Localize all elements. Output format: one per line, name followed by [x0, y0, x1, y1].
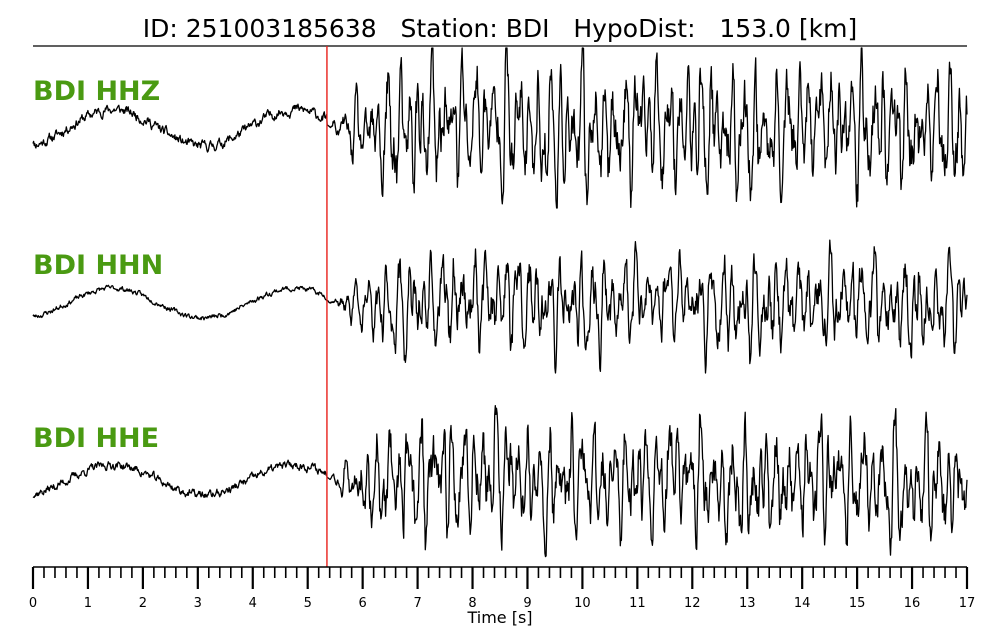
x-tick-label: 15: [849, 596, 866, 611]
x-tick-label: 7: [413, 596, 421, 611]
time-axis: 0 1 2 3 4 5 6 7 8 9 10 11 12 13 14 15 16 17: [29, 566, 976, 611]
x-tick-label: 11: [629, 596, 646, 611]
x-tick-label: 12: [684, 596, 701, 611]
x-tick-label: 8: [468, 596, 476, 611]
x-axis-label: Time [s]: [466, 608, 532, 627]
waveform-trace: [32, 239, 968, 374]
x-tick-label: 0: [29, 596, 37, 611]
x-tick-label: 6: [359, 596, 367, 611]
x-tick-label: 1: [84, 596, 92, 611]
x-tick-label: 9: [523, 596, 531, 611]
waveform-trace: [32, 405, 968, 558]
channel-label: BDI HHE: [33, 423, 159, 454]
x-tick-label: 2: [139, 596, 147, 611]
channel-label: BDI HHN: [33, 250, 163, 281]
channel-label: BDI HHZ: [33, 76, 160, 107]
trace-group: BDI HHZ BDI HHN BDI HHE: [32, 47, 968, 558]
x-tick-label: 4: [249, 596, 257, 611]
waveform-trace: [32, 47, 968, 209]
x-tick-label: 5: [304, 596, 312, 611]
x-tick-label: 13: [739, 596, 756, 611]
x-tick-label: 10: [574, 596, 591, 611]
x-tick-label: 16: [904, 596, 921, 611]
x-tick-label: 17: [959, 596, 976, 611]
x-tick-label: 14: [794, 596, 811, 611]
x-tick-label: 3: [194, 596, 202, 611]
chart-title: ID: 251003185638 Station: BDI HypoDist: …: [143, 14, 857, 43]
